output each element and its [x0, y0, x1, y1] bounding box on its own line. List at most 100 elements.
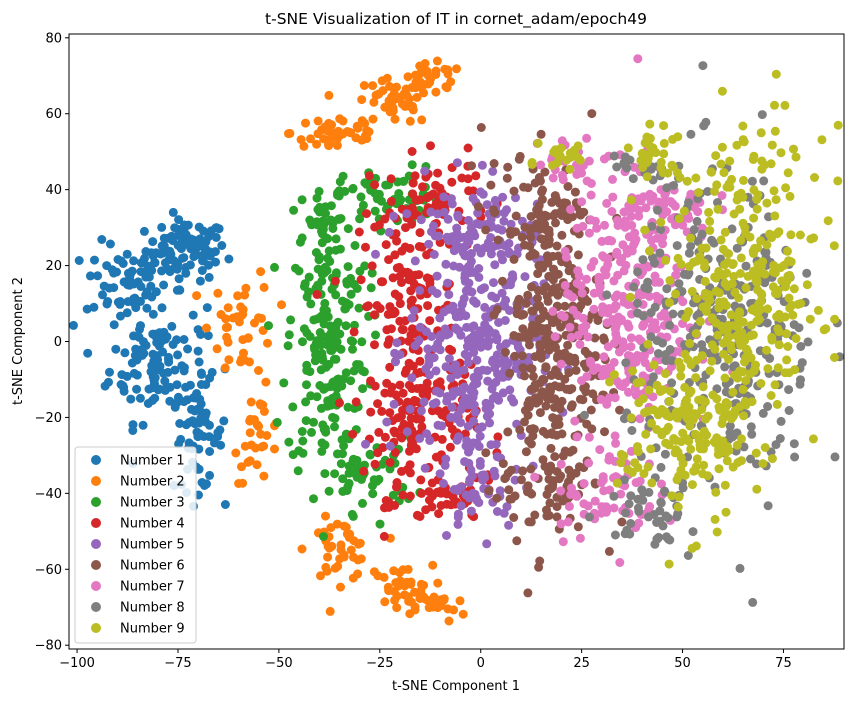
data-point [324, 332, 334, 342]
data-point [547, 197, 557, 207]
data-point [530, 380, 540, 390]
data-point [619, 414, 629, 424]
data-point [157, 303, 167, 313]
data-point [685, 339, 695, 348]
data-point [122, 308, 132, 318]
data-point [541, 282, 551, 292]
data-point [297, 195, 307, 205]
data-point [784, 385, 794, 395]
data-point [617, 517, 627, 527]
data-point [431, 366, 441, 376]
data-point [788, 310, 798, 320]
data-point [622, 248, 632, 258]
data-point [148, 237, 158, 247]
data-point [512, 536, 522, 546]
data-point [732, 440, 742, 450]
data-point [619, 158, 629, 168]
data-point [377, 76, 387, 86]
data-point [466, 256, 476, 266]
data-point [704, 207, 714, 217]
data-point [155, 328, 165, 338]
data-point [381, 496, 391, 505]
data-point [714, 297, 724, 307]
data-point [712, 180, 722, 190]
data-point [469, 268, 479, 277]
data-point [553, 150, 563, 160]
data-point [370, 459, 380, 469]
series-number-6 [467, 109, 627, 598]
data-point [129, 279, 139, 289]
data-point [246, 397, 256, 407]
data-point [297, 544, 307, 554]
data-point [504, 520, 514, 530]
data-point [789, 439, 799, 449]
data-point [460, 251, 470, 261]
data-point [782, 355, 792, 365]
data-point [136, 321, 145, 331]
data-point [802, 268, 812, 278]
data-point [404, 268, 414, 278]
data-point [240, 290, 250, 300]
data-point [618, 240, 628, 250]
data-point [686, 241, 696, 251]
data-point [299, 281, 309, 291]
data-point [530, 352, 540, 362]
data-point [499, 508, 509, 518]
data-point [619, 475, 629, 485]
data-point [665, 320, 675, 330]
legend-marker [91, 455, 101, 465]
data-point [298, 436, 308, 446]
data-point [510, 351, 520, 361]
data-point [104, 377, 113, 387]
data-point [299, 324, 309, 334]
data-point [205, 251, 215, 261]
data-point [162, 332, 172, 342]
data-point [427, 285, 437, 295]
data-point [523, 588, 533, 598]
data-point [541, 334, 551, 344]
data-point [557, 230, 567, 240]
data-point [305, 332, 315, 341]
data-point [535, 301, 544, 311]
data-point [710, 514, 720, 524]
data-point [407, 160, 417, 170]
data-point [417, 488, 426, 498]
data-point [179, 253, 189, 263]
data-point [410, 256, 420, 266]
data-point [535, 176, 545, 186]
data-point [667, 160, 677, 170]
data-point [513, 342, 523, 352]
data-point [506, 219, 516, 229]
data-point [495, 486, 505, 496]
data-point [219, 416, 229, 426]
data-point [430, 231, 440, 241]
data-point [621, 508, 631, 518]
data-point [526, 212, 536, 221]
data-point [404, 336, 414, 346]
data-point [105, 239, 115, 249]
data-point [317, 125, 327, 135]
data-point [700, 276, 710, 286]
data-point [489, 159, 499, 168]
data-point [159, 280, 169, 290]
data-point [239, 348, 248, 358]
data-point [515, 425, 525, 435]
data-point [769, 260, 779, 270]
data-point [657, 430, 667, 440]
y-tick-label: 80 [45, 31, 62, 46]
data-point [423, 344, 433, 354]
data-point [791, 334, 801, 343]
legend-label: Number 2 [120, 475, 185, 490]
data-point [424, 603, 434, 613]
data-point [556, 143, 566, 153]
data-point [664, 396, 674, 406]
data-point [233, 291, 243, 301]
data-point [371, 249, 380, 259]
data-point [652, 336, 662, 346]
data-point [139, 226, 149, 236]
data-point [540, 167, 550, 177]
data-point [633, 463, 643, 472]
data-point [616, 458, 626, 468]
data-point [342, 279, 352, 289]
legend-marker [91, 497, 101, 507]
